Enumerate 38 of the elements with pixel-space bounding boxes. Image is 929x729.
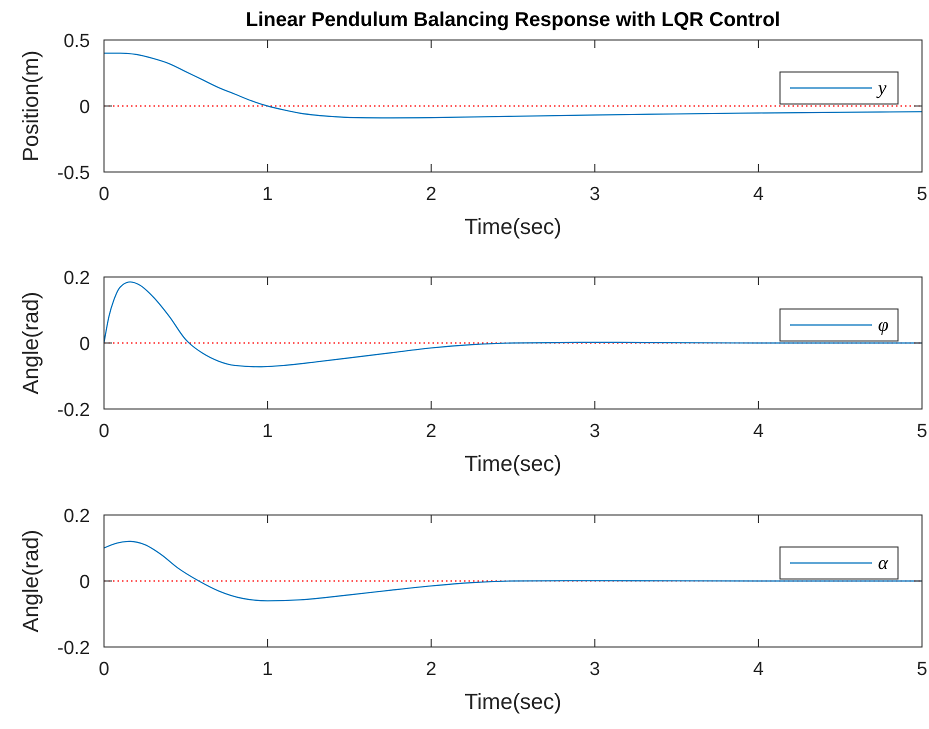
y-tick-label: 0.2 [64,268,90,289]
x-tick-label: 1 [262,659,273,680]
x-tick-label: 0 [98,659,110,680]
x-tick-label: 5 [916,184,928,205]
y-tick-label: 0.2 [64,506,90,527]
x-tick-label: 2 [426,659,436,680]
x-tick-label: 2 [426,184,436,205]
legend-label: α [878,553,889,574]
y-tick-label: -0.2 [57,638,90,659]
y-axis-title: Angle(rad) [18,292,43,394]
x-tick-label: 1 [262,184,273,205]
legend-label: y [876,78,887,99]
x-tick-label: 1 [262,421,273,442]
x-tick-label: 4 [753,421,764,442]
x-tick-label: 0 [98,184,110,205]
x-tick-label: 3 [590,421,600,442]
y-tick-label: -0.2 [57,400,90,421]
legend-label: φ [878,315,889,336]
x-tick-label: 4 [753,184,764,205]
x-tick-label: 0 [98,421,110,442]
x-tick-label: 3 [590,659,600,680]
y-tick-label: -0.5 [57,163,90,184]
x-tick-label: 5 [916,659,928,680]
y-axis-title: Angle(rad) [18,530,43,632]
x-tick-label: 3 [590,184,600,205]
x-tick-label: 2 [426,421,436,442]
line-series [103,52,923,118]
x-tick-label: 5 [916,421,928,442]
x-axis-title: Time(sec) [464,451,562,476]
y-axis-title: Position(m) [18,50,43,162]
y-tick-label: 0 [79,334,90,355]
x-tick-label: 4 [753,659,764,680]
y-tick-label: 0 [79,97,90,118]
y-tick-label: 0 [79,572,90,593]
chart-title: Linear Pendulum Balancing Response with LQR Control [246,9,780,31]
y-tick-label: 0.5 [64,31,90,52]
x-axis-title: Time(sec) [464,214,562,239]
x-axis-title: Time(sec) [464,689,562,714]
